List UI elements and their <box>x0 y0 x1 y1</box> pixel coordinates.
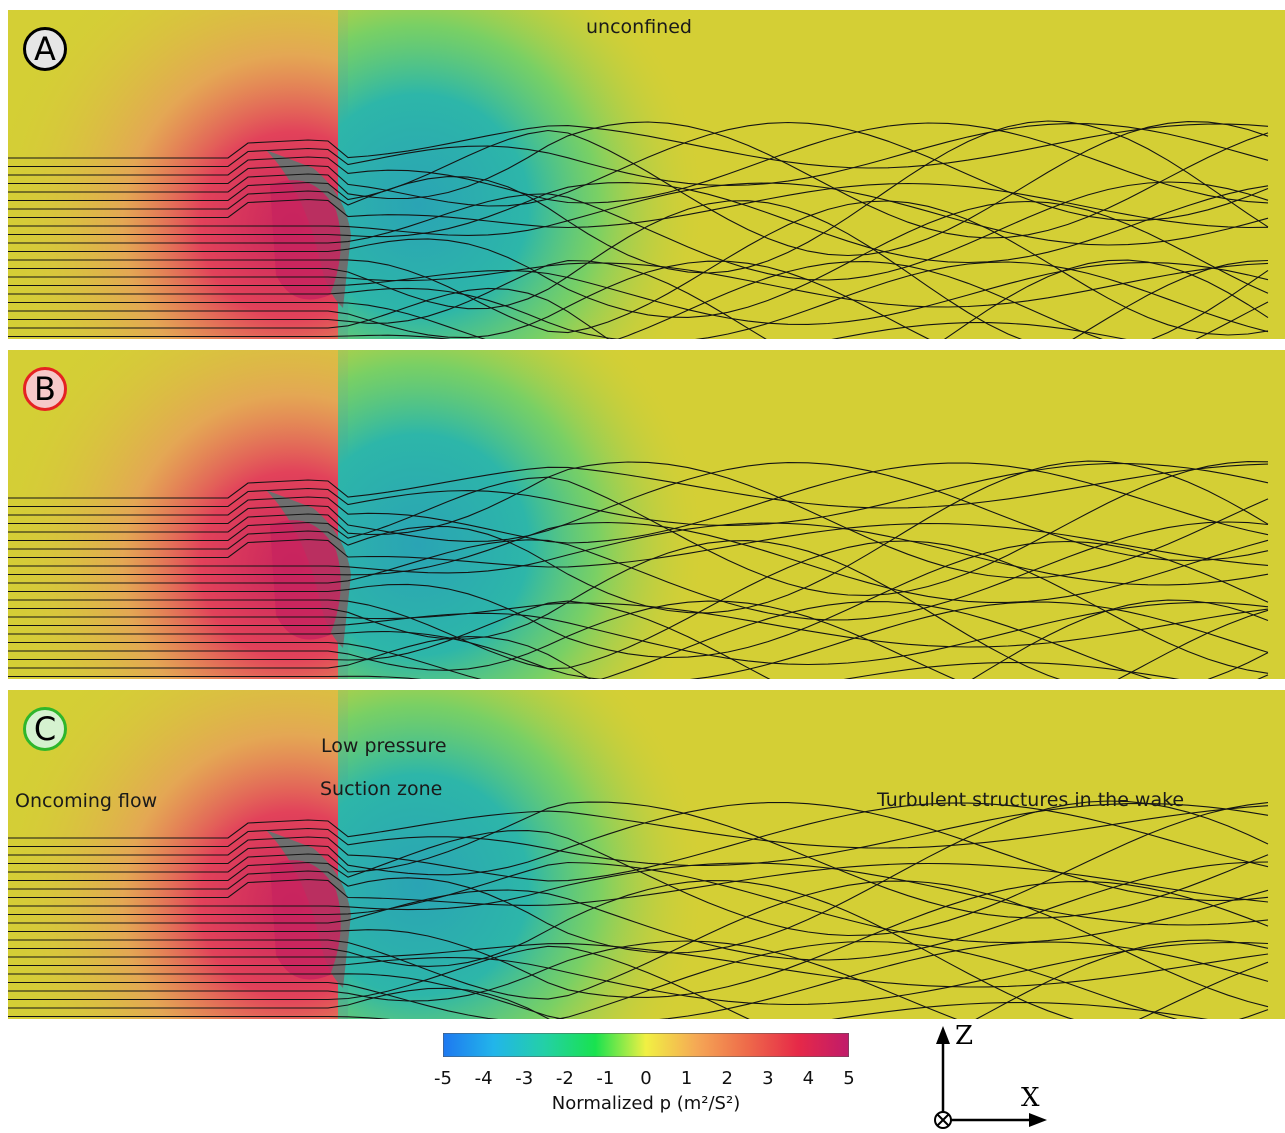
colorbar-label: Normalized p (m²/S²) <box>551 1093 741 1114</box>
annotation-suction-zone: Suction zone <box>320 778 443 800</box>
colorbar-tick: -3 <box>515 1068 534 1089</box>
colorbar-tick: -4 <box>474 1068 493 1089</box>
axis-label-x: X <box>1021 1083 1040 1113</box>
colorbar-tick: 0 <box>640 1068 652 1089</box>
colorbar-tick: -1 <box>596 1068 615 1089</box>
panel-title-a: unconfined <box>586 16 692 38</box>
axis-label-z: Z <box>955 1021 974 1051</box>
colorbar-tick: 1 <box>680 1068 693 1089</box>
panel-badge-c: C <box>23 707 67 751</box>
colorbar-tick: -5 <box>434 1068 452 1089</box>
panel-badge-b: B <box>23 367 67 411</box>
colorbar-tick: 3 <box>762 1068 774 1089</box>
colorbar-tick: 4 <box>802 1068 815 1089</box>
panel-c: C Oncoming flow Low pressure Suction zon… <box>8 690 1285 1019</box>
pressure-field-a <box>8 10 1285 339</box>
panel-b: B <box>8 350 1285 679</box>
colorbar-tick: 5 <box>843 1068 855 1089</box>
annotation-oncoming-flow: Oncoming flow <box>15 790 158 812</box>
colorbar-tick: -2 <box>555 1068 574 1089</box>
axis-triad-icon <box>934 1026 1047 1129</box>
colorbar-tick: 2 <box>721 1068 733 1089</box>
annotation-low-pressure: Low pressure <box>321 735 447 757</box>
panel-a: A unconfined <box>8 10 1285 339</box>
pressure-field-c <box>8 690 1285 1019</box>
annotation-wake: Turbulent structures in the wake <box>877 789 1185 811</box>
panel-badge-a: A <box>23 27 67 71</box>
colorbar <box>443 1033 849 1057</box>
pressure-field-b <box>8 350 1285 679</box>
